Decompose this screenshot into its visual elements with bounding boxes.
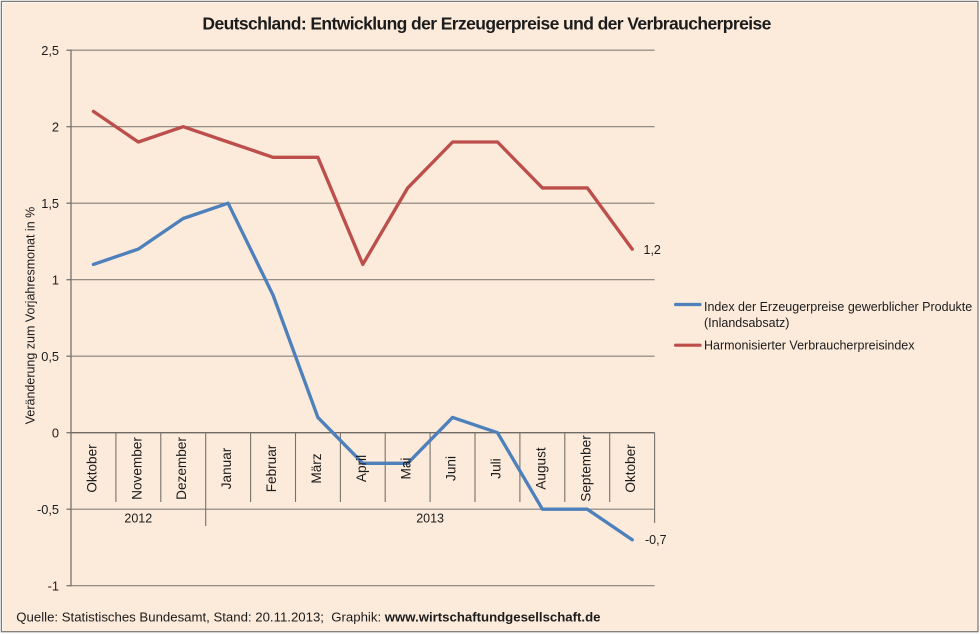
- svg-text:1,5: 1,5: [41, 196, 59, 211]
- svg-text:-0,7: -0,7: [645, 533, 667, 547]
- svg-text:Januar: Januar: [219, 447, 234, 489]
- svg-text:September: September: [578, 435, 593, 502]
- svg-text:0,5: 0,5: [41, 349, 59, 364]
- svg-text:Deutschland: Entwicklung der E: Deutschland: Entwicklung der Erzeugerpre…: [202, 13, 771, 33]
- svg-text:Veränderung zum Vorjahresmonat: Veränderung zum Vorjahresmonat in %: [24, 207, 38, 425]
- svg-text:April: April: [354, 455, 369, 482]
- svg-text:Dezember: Dezember: [174, 437, 189, 500]
- svg-text:2012: 2012: [124, 512, 152, 526]
- svg-text:2013: 2013: [416, 512, 444, 526]
- svg-text:Harmonisierter Verbraucherprei: Harmonisierter Verbraucherpreisindex: [704, 338, 915, 352]
- svg-text:November: November: [129, 437, 144, 500]
- svg-text:-0,5: -0,5: [37, 502, 59, 517]
- svg-text:1,2: 1,2: [644, 243, 661, 257]
- svg-text:2: 2: [52, 119, 59, 134]
- svg-text:-1: -1: [48, 578, 59, 593]
- svg-text:Februar: Februar: [264, 444, 279, 492]
- svg-text:Juni: Juni: [444, 456, 459, 481]
- svg-text:März: März: [309, 453, 324, 483]
- svg-text:Oktober: Oktober: [623, 444, 638, 493]
- svg-text:(Inlandsabsatz): (Inlandsabsatz): [704, 316, 789, 330]
- svg-text:1: 1: [52, 272, 59, 287]
- svg-text:Oktober: Oktober: [84, 444, 99, 493]
- svg-text:2,5: 2,5: [41, 43, 59, 58]
- svg-text:Juli: Juli: [489, 458, 504, 478]
- svg-text:0: 0: [52, 425, 59, 440]
- svg-text:Index der Erzeugerpreise gewer: Index der Erzeugerpreise gewerblicher Pr…: [704, 300, 972, 314]
- svg-text:August: August: [533, 447, 548, 490]
- svg-text:Quelle: Statistisches Bundesam: Quelle: Statistisches Bundesamt, Stand: …: [16, 610, 600, 625]
- svg-text:Mai: Mai: [399, 458, 414, 480]
